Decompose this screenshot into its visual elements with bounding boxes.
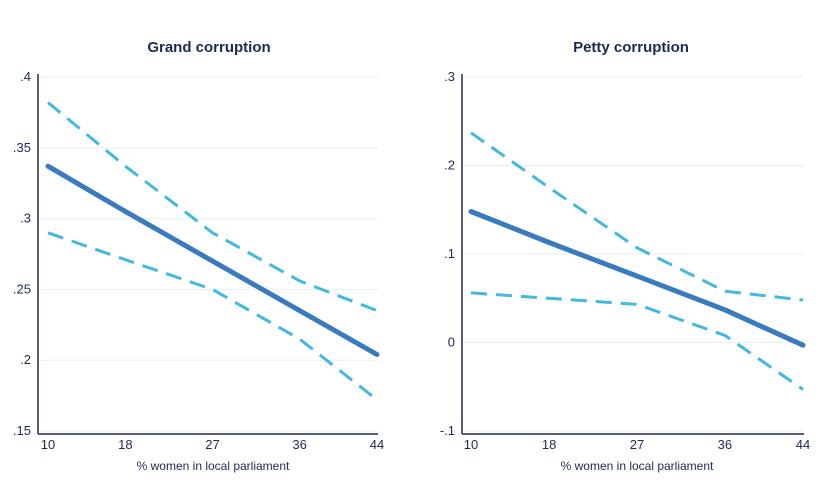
grand-xtick-label-0: 10 [41, 437, 55, 452]
grand-ytick-label-4: .2 [20, 352, 31, 367]
grand-upper-line [47, 101, 378, 313]
grand-ytick-label-1: .35 [13, 140, 31, 155]
petty-xtick-label-1: 18 [542, 437, 556, 452]
petty-ytick-label-3: 0 [448, 335, 455, 350]
petty-ytick-label-2: .1 [444, 246, 455, 261]
petty-xtick-label-3: 36 [718, 437, 732, 452]
petty-corruption-title: Petty corruption [573, 39, 689, 56]
grand-lower-line [47, 231, 378, 401]
grand-corruption-xlabel: % women in local parliament [137, 459, 290, 473]
petty-xtick-label-4: 44 [796, 437, 810, 452]
grand-xtick-label-1: 18 [118, 437, 132, 452]
petty-upper-line [470, 131, 804, 302]
grand-xtick-label-4: 44 [370, 437, 384, 452]
grand-estimate-line [45, 163, 380, 357]
petty-lower-line [470, 291, 804, 391]
grand-ytick-label-5: .15 [13, 423, 31, 438]
petty-ytick-label-1: .2 [444, 158, 455, 173]
grand-corruption-panel: Grand corruption % women in local parlia… [13, 39, 384, 473]
petty-xtick-label-2: 27 [630, 437, 644, 452]
petty-xtick-label-0: 10 [464, 437, 478, 452]
grand-ytick-label-2: .3 [20, 211, 31, 226]
petty-ytick-label-0: .3 [444, 69, 455, 84]
petty-corruption-panel: Petty corruption % women in local parlia… [440, 39, 810, 473]
petty-ytick-label-4: -.1 [440, 423, 455, 438]
grand-xtick-label-3: 36 [292, 437, 306, 452]
grand-ytick-label-3: .25 [13, 281, 31, 296]
grand-xtick-label-2: 27 [205, 437, 219, 452]
petty-corruption-xlabel: % women in local parliament [561, 459, 714, 473]
petty-estimate-line [468, 209, 806, 348]
grand-corruption-title: Grand corruption [147, 39, 270, 56]
grand-ytick-label-0: .4 [20, 69, 31, 84]
